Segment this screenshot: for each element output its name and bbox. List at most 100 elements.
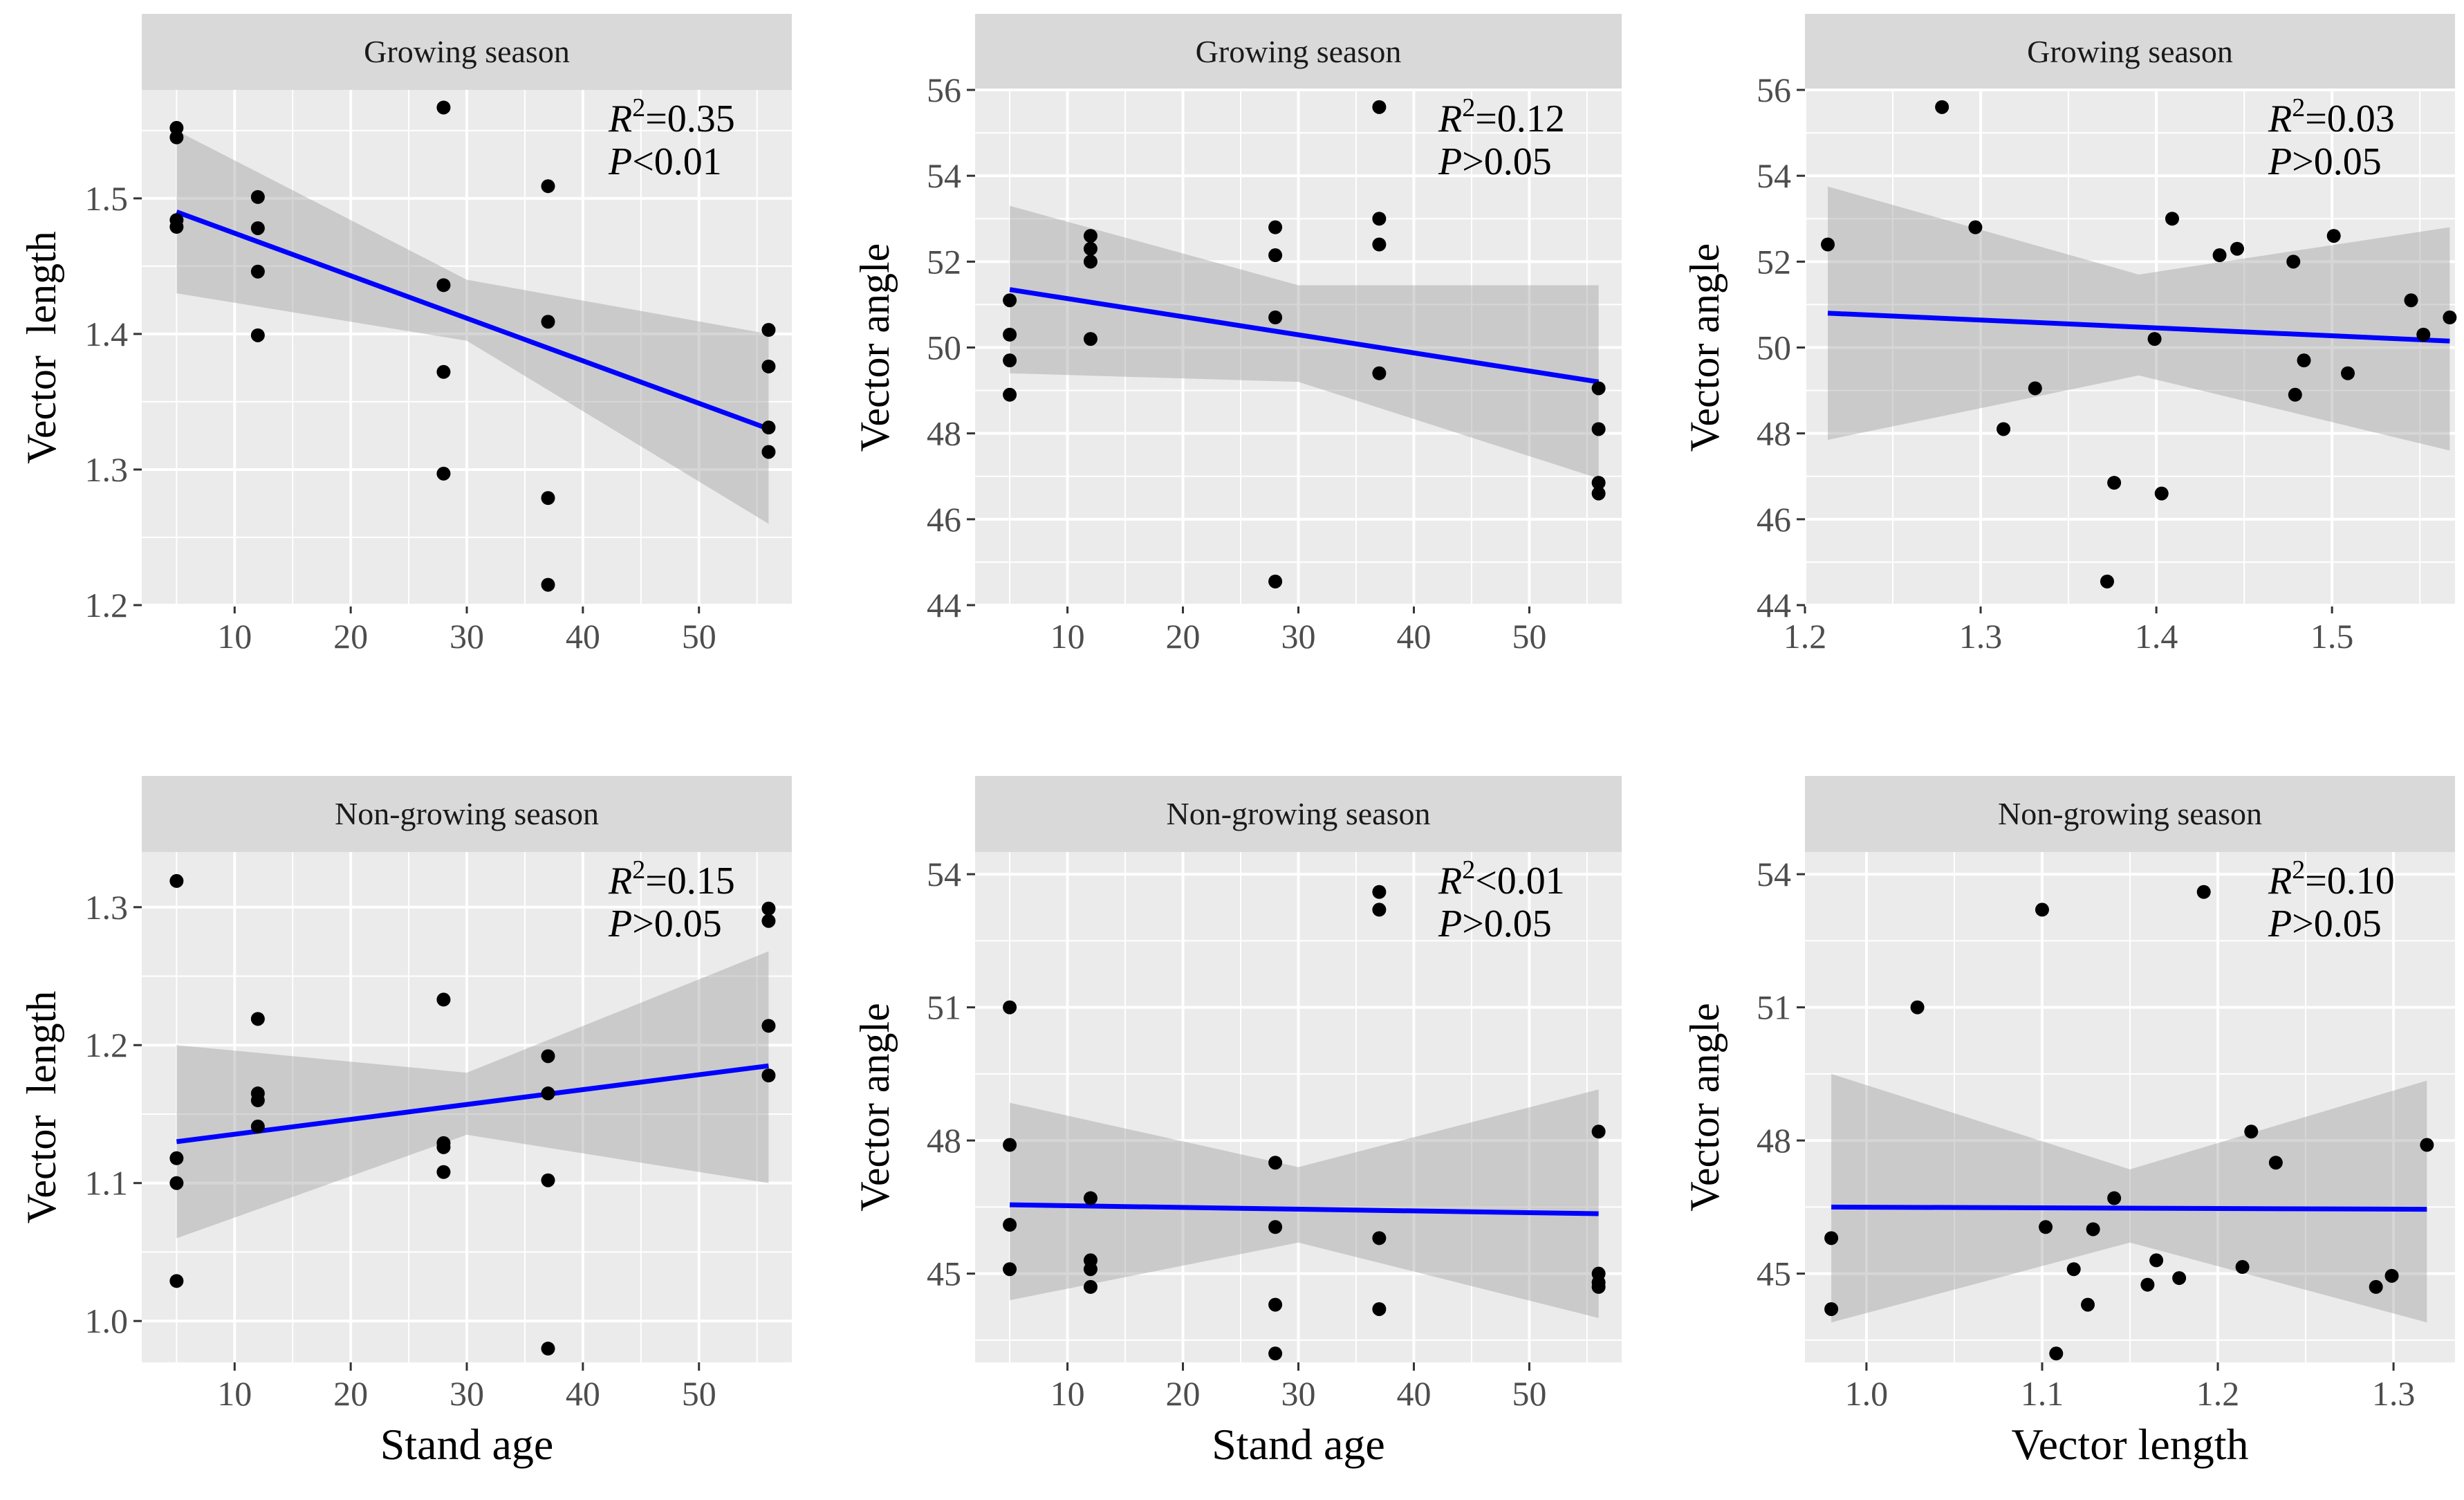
y-tick-label: 1.4 [85, 315, 129, 353]
y-tick-label: 56 [1757, 71, 1791, 109]
y-tick-label: 50 [927, 328, 961, 367]
panel-5: Non-growing season 10 20 30 40 50 45 48 51 54 R2<0… [852, 776, 1622, 1469]
y-tick-label: 1.1 [85, 1164, 129, 1203]
confidence-band [1010, 1089, 1599, 1318]
y-axis-label: Vector angle [852, 1003, 898, 1212]
data-point [1083, 229, 1097, 243]
x-tick-label: 20 [1166, 617, 1201, 656]
data-point [169, 1176, 184, 1190]
x-axis-label: Stand age [1212, 1420, 1385, 1469]
x-tick-label: 10 [1050, 1374, 1085, 1413]
data-point [1591, 1279, 1606, 1294]
panel-1: Growing season 10 20 30 40 50 1.2 1.3 1.4 1.5 R2=0… [19, 14, 792, 656]
facet-strip-label: Growing season [2027, 34, 2233, 69]
panel-3: Growing season 1.2 1.3 1.4 1.5 44 46 48 50 52 54 56… [1682, 14, 2457, 656]
data-point [2049, 1346, 2064, 1361]
x-tick-label: 50 [1512, 617, 1546, 656]
data-point [761, 323, 776, 337]
x-tick-label: 10 [1050, 617, 1085, 656]
p-value-label: P>0.05 [1438, 902, 1552, 945]
data-point [2100, 574, 2114, 589]
y-tick-label: 54 [1757, 156, 1791, 195]
data-point [1591, 422, 1606, 436]
data-point [761, 901, 776, 916]
r-squared-label: R2=0.35 [608, 93, 735, 140]
data-point [436, 992, 451, 1007]
data-point [2039, 1220, 2053, 1234]
data-point [1591, 381, 1606, 396]
x-tick-label: 1.1 [2021, 1374, 2064, 1413]
data-point [541, 315, 555, 329]
data-point [1910, 1000, 1925, 1015]
data-point [1372, 237, 1387, 252]
data-point [2086, 1222, 2100, 1237]
data-point [2326, 229, 2341, 243]
data-point [2149, 1253, 2164, 1268]
r-squared-label: R2=0.15 [608, 855, 735, 902]
data-point [1997, 422, 2011, 436]
regression-line [176, 1063, 769, 1145]
data-point [541, 179, 555, 194]
data-point [1083, 254, 1097, 269]
x-tick-label: 40 [1396, 617, 1431, 656]
data-point [541, 491, 555, 506]
data-point [2212, 248, 2227, 263]
x-tick-label: 40 [1396, 1374, 1431, 1413]
regression-line [1827, 311, 2450, 344]
y-tick-label: 1.5 [85, 179, 129, 218]
panel-6: Non-growing season 1.0 1.1 1.2 1.3 45 48 51 54 R2… [1682, 776, 2455, 1469]
x-tick-label: 10 [217, 1374, 252, 1413]
data-point [1003, 293, 1017, 308]
y-axis-label: Vector length [19, 231, 64, 464]
data-point [2286, 254, 2301, 269]
p-value-label: P<0.01 [608, 140, 722, 183]
data-point [541, 1086, 555, 1101]
y-tick-label: 1.2 [85, 586, 129, 624]
x-tick-label: 30 [1281, 617, 1316, 656]
y-tick-label: 45 [1757, 1254, 1791, 1293]
data-point [1003, 1262, 1017, 1277]
x-tick-label: 40 [566, 1374, 600, 1413]
data-point [1083, 1191, 1097, 1205]
y-tick-label: 51 [1757, 988, 1791, 1027]
confidence-band [1828, 186, 2450, 451]
y-tick-label: 52 [927, 242, 961, 281]
x-tick-label: 50 [682, 1374, 716, 1413]
data-point [1591, 1124, 1606, 1139]
data-point [761, 1068, 776, 1083]
data-point [1268, 1346, 1283, 1361]
y-tick-label: 46 [927, 500, 961, 539]
data-point [541, 1049, 555, 1064]
data-point [541, 1342, 555, 1356]
data-point [2230, 241, 2244, 256]
data-point [436, 466, 451, 481]
x-tick-label: 50 [682, 617, 716, 656]
r-squared-label: R2=0.10 [2268, 855, 2395, 902]
y-axis-label: Vector angle [852, 243, 898, 452]
data-point [2297, 353, 2311, 368]
data-point [1268, 574, 1283, 589]
data-point [250, 189, 265, 204]
data-point [541, 1173, 555, 1187]
y-axis-label: Vector angle [1682, 243, 1727, 452]
data-point [436, 278, 451, 293]
y-tick-label: 48 [1757, 414, 1791, 453]
p-value-label: P>0.05 [2268, 902, 2382, 945]
x-tick-label: 20 [1166, 1374, 1201, 1413]
data-point [1003, 327, 1017, 342]
y-tick-label: 46 [1757, 500, 1791, 539]
data-point [2028, 381, 2042, 396]
data-point [2384, 1268, 2399, 1283]
x-tick-label: 30 [450, 1374, 484, 1413]
data-point [2420, 1138, 2434, 1152]
data-point [1268, 1297, 1283, 1312]
data-point [2035, 902, 2049, 917]
data-point [169, 1274, 184, 1288]
data-point [1591, 476, 1606, 490]
data-point [250, 264, 265, 279]
p-value-label: P>0.05 [2268, 140, 2382, 183]
p-value-label: P>0.05 [608, 902, 722, 945]
y-tick-label: 44 [927, 586, 961, 624]
data-point [1372, 885, 1387, 899]
data-point [1372, 902, 1387, 917]
